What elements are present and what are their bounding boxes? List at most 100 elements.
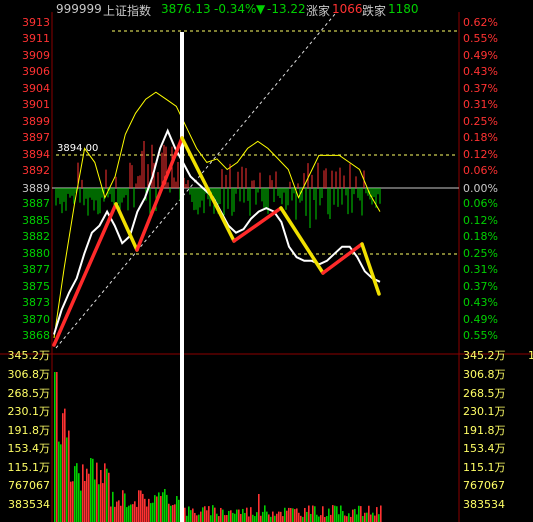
volume-up-bar xyxy=(376,507,378,522)
volume-down-bar xyxy=(366,512,368,522)
zigzag-annotation xyxy=(52,136,381,347)
volume-down-bar xyxy=(92,458,94,522)
volume-up-bar xyxy=(352,509,354,522)
volume-top-right: 345.2万 xyxy=(463,349,506,362)
volume-up-bar xyxy=(290,508,292,522)
volume-down-bar xyxy=(158,492,160,522)
zigzag-down-segment xyxy=(114,202,139,252)
volume-up-bar xyxy=(250,507,252,522)
down-count: 1180 xyxy=(388,2,419,16)
reference-price-label: 3894.00 xyxy=(57,143,98,154)
volume-up-bar xyxy=(346,516,348,522)
price-tick: 3906 xyxy=(22,65,50,78)
volume-up-bar xyxy=(64,408,66,522)
volume-down-bar xyxy=(348,513,350,522)
volume-down-bar xyxy=(80,490,82,522)
volume-up-bar xyxy=(104,463,106,522)
volume-up-bar xyxy=(62,413,64,522)
vol-tick: 191.8万 xyxy=(463,424,506,437)
volume-up-bar xyxy=(110,506,112,522)
volume-up-bar xyxy=(374,515,376,522)
volume-down-bar xyxy=(292,508,294,522)
volume-up-bar xyxy=(230,510,232,522)
volume-up-bar xyxy=(84,480,86,522)
current-price: 3876.13 xyxy=(161,2,211,16)
price-tick: 3911 xyxy=(22,32,50,45)
volume-down-bar xyxy=(210,515,212,522)
volume-up-bar xyxy=(368,505,370,522)
volume-up-bar xyxy=(96,462,98,522)
price-tick-mid: 3889 xyxy=(22,182,50,195)
volume-down-bar xyxy=(254,516,256,522)
volume-down-bar xyxy=(318,516,320,522)
price-tick: 3880 xyxy=(22,247,50,260)
volume-up-bar xyxy=(142,493,144,522)
volume-down-bar xyxy=(128,505,130,522)
volume-down-bar xyxy=(58,441,60,522)
pct-tick: 0.06% xyxy=(463,197,498,210)
volume-up-bar xyxy=(350,516,352,522)
volume-up-bar xyxy=(214,507,216,522)
volume-up-bar xyxy=(172,505,174,522)
volume-down-bar xyxy=(190,510,192,522)
volume-up-bar xyxy=(248,516,250,522)
volume-up-bar xyxy=(224,515,226,522)
volume-down-bar xyxy=(162,492,164,522)
volume-up-bar xyxy=(88,473,90,522)
volume-up-bar xyxy=(300,515,302,522)
volume-down-bar xyxy=(152,502,154,522)
vol-tick: 153.4万 xyxy=(463,442,506,455)
volume-up-bar xyxy=(344,515,346,522)
volume-down-bar xyxy=(372,512,374,522)
volume-up-bar xyxy=(118,500,120,522)
volume-down-bar xyxy=(242,508,244,522)
volume-down-bar xyxy=(78,473,80,522)
vol-tick: 383534 xyxy=(463,498,505,511)
price-tick: 3873 xyxy=(22,296,50,309)
vol-tick: 153.4万 xyxy=(8,442,51,455)
percent-axis: 0.62% 0.55% 0.49% 0.43% 0.37% 0.31% 0.25… xyxy=(463,16,498,342)
volume-down-bar xyxy=(358,505,360,522)
price-tick: 3909 xyxy=(22,49,50,62)
pct-tick: 0.31% xyxy=(463,98,498,111)
volume-down-bar xyxy=(186,515,188,522)
volume-up-bar xyxy=(258,494,260,522)
volume-down-bar xyxy=(150,503,152,522)
volume-down-bar xyxy=(316,514,318,522)
volume-up-bar xyxy=(308,505,310,522)
volume-up-bar xyxy=(226,515,228,522)
volume-up-bar xyxy=(260,515,262,522)
zigzag-down-segment xyxy=(279,206,325,275)
volume-down-bar xyxy=(94,479,96,522)
volume-up-bar xyxy=(218,516,220,522)
volume-down-bar xyxy=(66,437,68,522)
pct-tick: 0.37% xyxy=(463,280,498,293)
pct-tick: 0.55% xyxy=(463,32,498,45)
volume-down-bar xyxy=(256,512,258,522)
price-tick: 3885 xyxy=(22,214,50,227)
volume-up-bar xyxy=(160,496,162,522)
vol-tick: 191.8万 xyxy=(8,424,51,437)
volume-down-bar xyxy=(378,514,380,522)
volume-up-bar xyxy=(278,511,280,522)
pct-tick: 0.06% xyxy=(463,164,498,177)
volume-down-bar xyxy=(264,505,266,522)
vol-tick: 767067 xyxy=(8,479,50,492)
volume-down-bar xyxy=(356,514,358,522)
volume-down-bar xyxy=(244,512,246,522)
volume-up-bar xyxy=(240,513,242,522)
volume-up-bar xyxy=(194,512,196,522)
price-axis: 3913 3911 3909 3906 3904 3901 3899 3897 … xyxy=(22,16,50,342)
up-label: 涨家 xyxy=(306,4,331,18)
volume-up-bar xyxy=(146,506,148,522)
volume-up-bar xyxy=(298,512,300,522)
zigzag-down-segment xyxy=(360,242,381,296)
volume-down-bar xyxy=(198,514,200,522)
pct-tick: 0.18% xyxy=(463,230,498,243)
price-tick: 3901 xyxy=(22,98,50,111)
vol-tick: 383534 xyxy=(8,498,50,511)
volume-up-bar xyxy=(280,511,282,522)
vol-tick: 230.1万 xyxy=(8,405,51,418)
vol-tick: 115.1万 xyxy=(463,461,506,474)
volume-down-bar xyxy=(176,496,178,522)
